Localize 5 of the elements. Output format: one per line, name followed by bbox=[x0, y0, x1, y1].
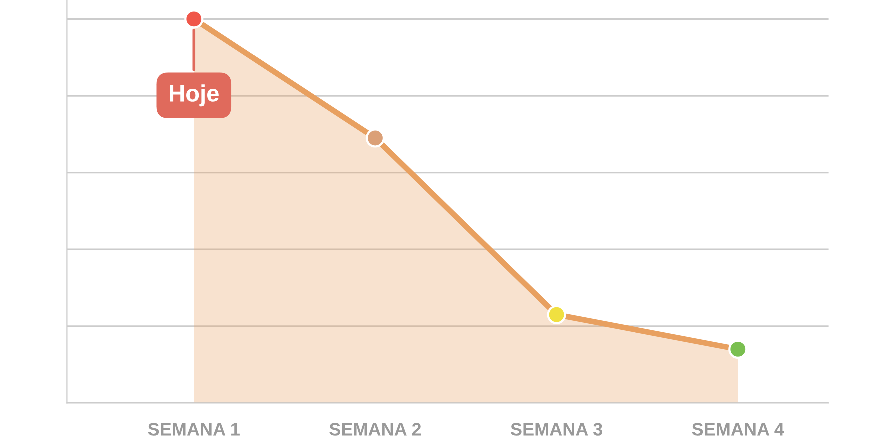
annotation: Hoje bbox=[170, 84, 219, 107]
x-tick-label: SEMANA 1 bbox=[148, 423, 240, 436]
x-tick-label: SEMANA 3 bbox=[511, 423, 602, 436]
x-tick-label: SEMANA 2 bbox=[330, 423, 422, 436]
x-tick-label: SEMANA 4 bbox=[692, 423, 784, 436]
